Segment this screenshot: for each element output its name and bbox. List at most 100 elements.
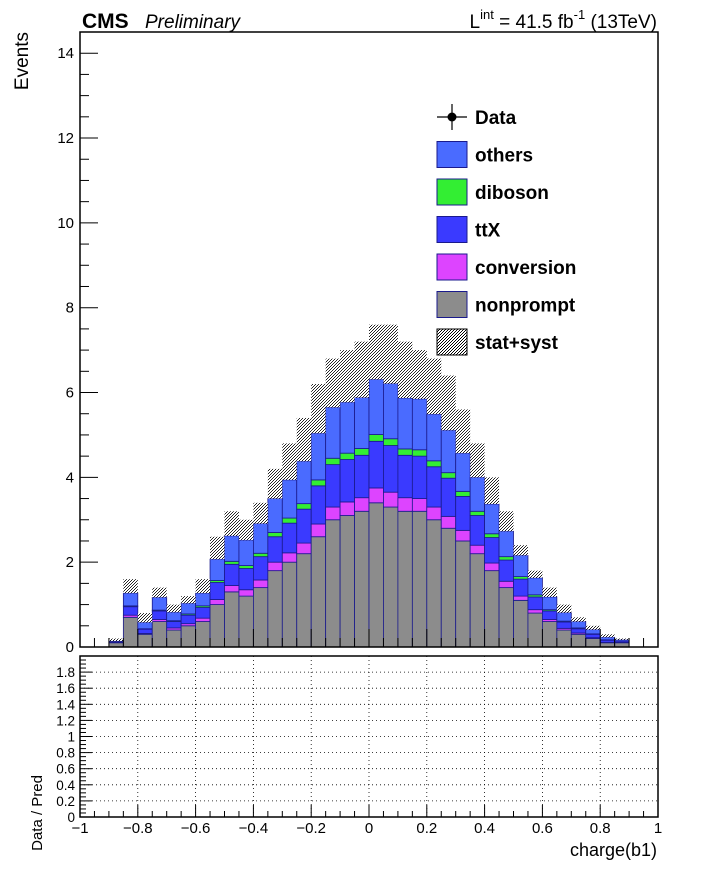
y-axis-label: Events bbox=[12, 32, 33, 90]
uncertainty-bin bbox=[152, 587, 167, 598]
bar-ttX bbox=[166, 621, 182, 629]
bar-nonprompt bbox=[411, 510, 428, 648]
x-tick-label: −0.4 bbox=[239, 820, 269, 837]
bar-ttX bbox=[455, 496, 471, 531]
y-tick-label: 14 bbox=[57, 45, 74, 62]
bar-ttX bbox=[585, 633, 601, 639]
x-axis-label: charge(b1) bbox=[570, 840, 657, 860]
bar-others bbox=[455, 452, 471, 492]
bar-others bbox=[354, 397, 370, 449]
x-tick-label: 0.4 bbox=[474, 820, 495, 837]
bar-nonprompt bbox=[151, 621, 168, 648]
ratio-y-tick-label: 0.8 bbox=[56, 746, 75, 761]
bar-ttX bbox=[122, 606, 139, 616]
bar-nonprompt bbox=[137, 633, 153, 648]
bar-conversion bbox=[527, 609, 543, 614]
bar-ttX bbox=[542, 610, 558, 620]
ratio-y-tick-label: 0.6 bbox=[56, 762, 75, 777]
legend-item-data: Data bbox=[437, 104, 517, 130]
bar-ttX bbox=[556, 621, 572, 629]
y-tick-label: 12 bbox=[57, 130, 74, 147]
bar-ttX bbox=[469, 515, 485, 546]
bar-ttX bbox=[137, 628, 153, 634]
ratio-grid bbox=[79, 656, 659, 818]
bar-nonprompt bbox=[455, 540, 471, 648]
bar-conversion bbox=[455, 529, 471, 542]
bar-diboson bbox=[325, 457, 341, 466]
bar-others bbox=[527, 577, 543, 596]
x-tick-label: −0.8 bbox=[123, 820, 153, 837]
bar-nonprompt bbox=[469, 553, 485, 648]
ratio-panel: 00.20.40.60.811.21.41.61.8 −1 −0.8 −0.6 −0.… bbox=[29, 655, 662, 860]
ratio-y-axis-label: Data / Pred bbox=[29, 775, 46, 851]
bar-nonprompt bbox=[426, 519, 442, 648]
bar-nonprompt bbox=[281, 561, 298, 648]
bar-conversion bbox=[296, 542, 312, 555]
bar-others bbox=[469, 476, 485, 512]
bar-others bbox=[585, 629, 601, 635]
bar-ttX bbox=[281, 522, 298, 554]
uncertainty-bin bbox=[426, 358, 442, 415]
bar-conversion bbox=[252, 579, 269, 589]
lumi-energy: (13TeV) bbox=[585, 12, 657, 33]
bar-nonprompt bbox=[180, 625, 196, 648]
bar-conversion bbox=[238, 589, 254, 597]
uncertainty-bin bbox=[296, 417, 312, 462]
bar-others bbox=[195, 592, 211, 607]
legend-label: conversion bbox=[475, 258, 576, 279]
stack-bars bbox=[108, 378, 630, 648]
bar-conversion bbox=[195, 617, 211, 622]
bar-others bbox=[368, 378, 384, 435]
bar-ttX bbox=[238, 568, 254, 591]
bar-others bbox=[281, 479, 298, 519]
legend-item-conversion: conversion bbox=[436, 253, 576, 281]
uncertainty-bin bbox=[556, 604, 572, 613]
bar-nonprompt bbox=[195, 621, 211, 648]
bar-ttX bbox=[411, 455, 428, 499]
bar-others bbox=[137, 622, 153, 630]
legend-swatch bbox=[436, 141, 468, 168]
bar-ttX bbox=[383, 445, 399, 493]
uncertainty-bin bbox=[383, 324, 398, 384]
bar-others bbox=[267, 498, 283, 533]
luminosity-label: Lint = 41.5 fb-1 (13TeV) bbox=[470, 7, 657, 33]
uncertainty-bin bbox=[311, 384, 326, 434]
x-tick-label: 0.2 bbox=[416, 820, 437, 837]
bar-others bbox=[484, 503, 500, 535]
legend-label: ttX bbox=[475, 221, 501, 242]
bar-others bbox=[542, 596, 558, 611]
bar-nonprompt bbox=[383, 506, 399, 648]
bar-nonprompt bbox=[224, 591, 240, 648]
main-x-ticks bbox=[79, 629, 659, 647]
legend-label: others bbox=[475, 146, 533, 167]
bar-nonprompt bbox=[267, 570, 283, 648]
bar-ttX bbox=[440, 477, 457, 517]
bar-diboson bbox=[252, 552, 269, 558]
uncertainty-bin bbox=[455, 409, 471, 454]
bar-conversion bbox=[209, 599, 225, 605]
uncertainty-bin bbox=[441, 375, 456, 431]
bar-conversion bbox=[325, 506, 341, 521]
legend-label: stat+syst bbox=[475, 333, 559, 354]
ratio-y-tick-label: 0.2 bbox=[56, 794, 75, 809]
y-tick-label: 2 bbox=[66, 554, 74, 571]
legend: Data others diboson ttX conversion nonprompt s… bbox=[436, 104, 576, 356]
bar-nonprompt bbox=[238, 595, 254, 648]
lumi-prefix: L bbox=[470, 12, 481, 33]
bar-others bbox=[426, 413, 442, 462]
bar-others bbox=[296, 460, 312, 505]
uncertainty-bin bbox=[600, 634, 615, 638]
uncertainty-bin bbox=[542, 587, 557, 597]
bar-nonprompt bbox=[252, 587, 269, 648]
bar-ttX bbox=[339, 459, 355, 503]
lumi-sup: int bbox=[480, 7, 494, 22]
uncertainty-bin bbox=[585, 625, 601, 630]
bar-others bbox=[166, 611, 182, 622]
bar-conversion bbox=[383, 491, 399, 508]
bar-conversion bbox=[224, 585, 240, 593]
legend-swatch bbox=[436, 216, 468, 243]
bar-nonprompt bbox=[484, 570, 500, 648]
uncertainty-bin bbox=[210, 536, 225, 560]
bar-ttX bbox=[180, 614, 196, 625]
uncertainty-bin bbox=[238, 519, 254, 541]
